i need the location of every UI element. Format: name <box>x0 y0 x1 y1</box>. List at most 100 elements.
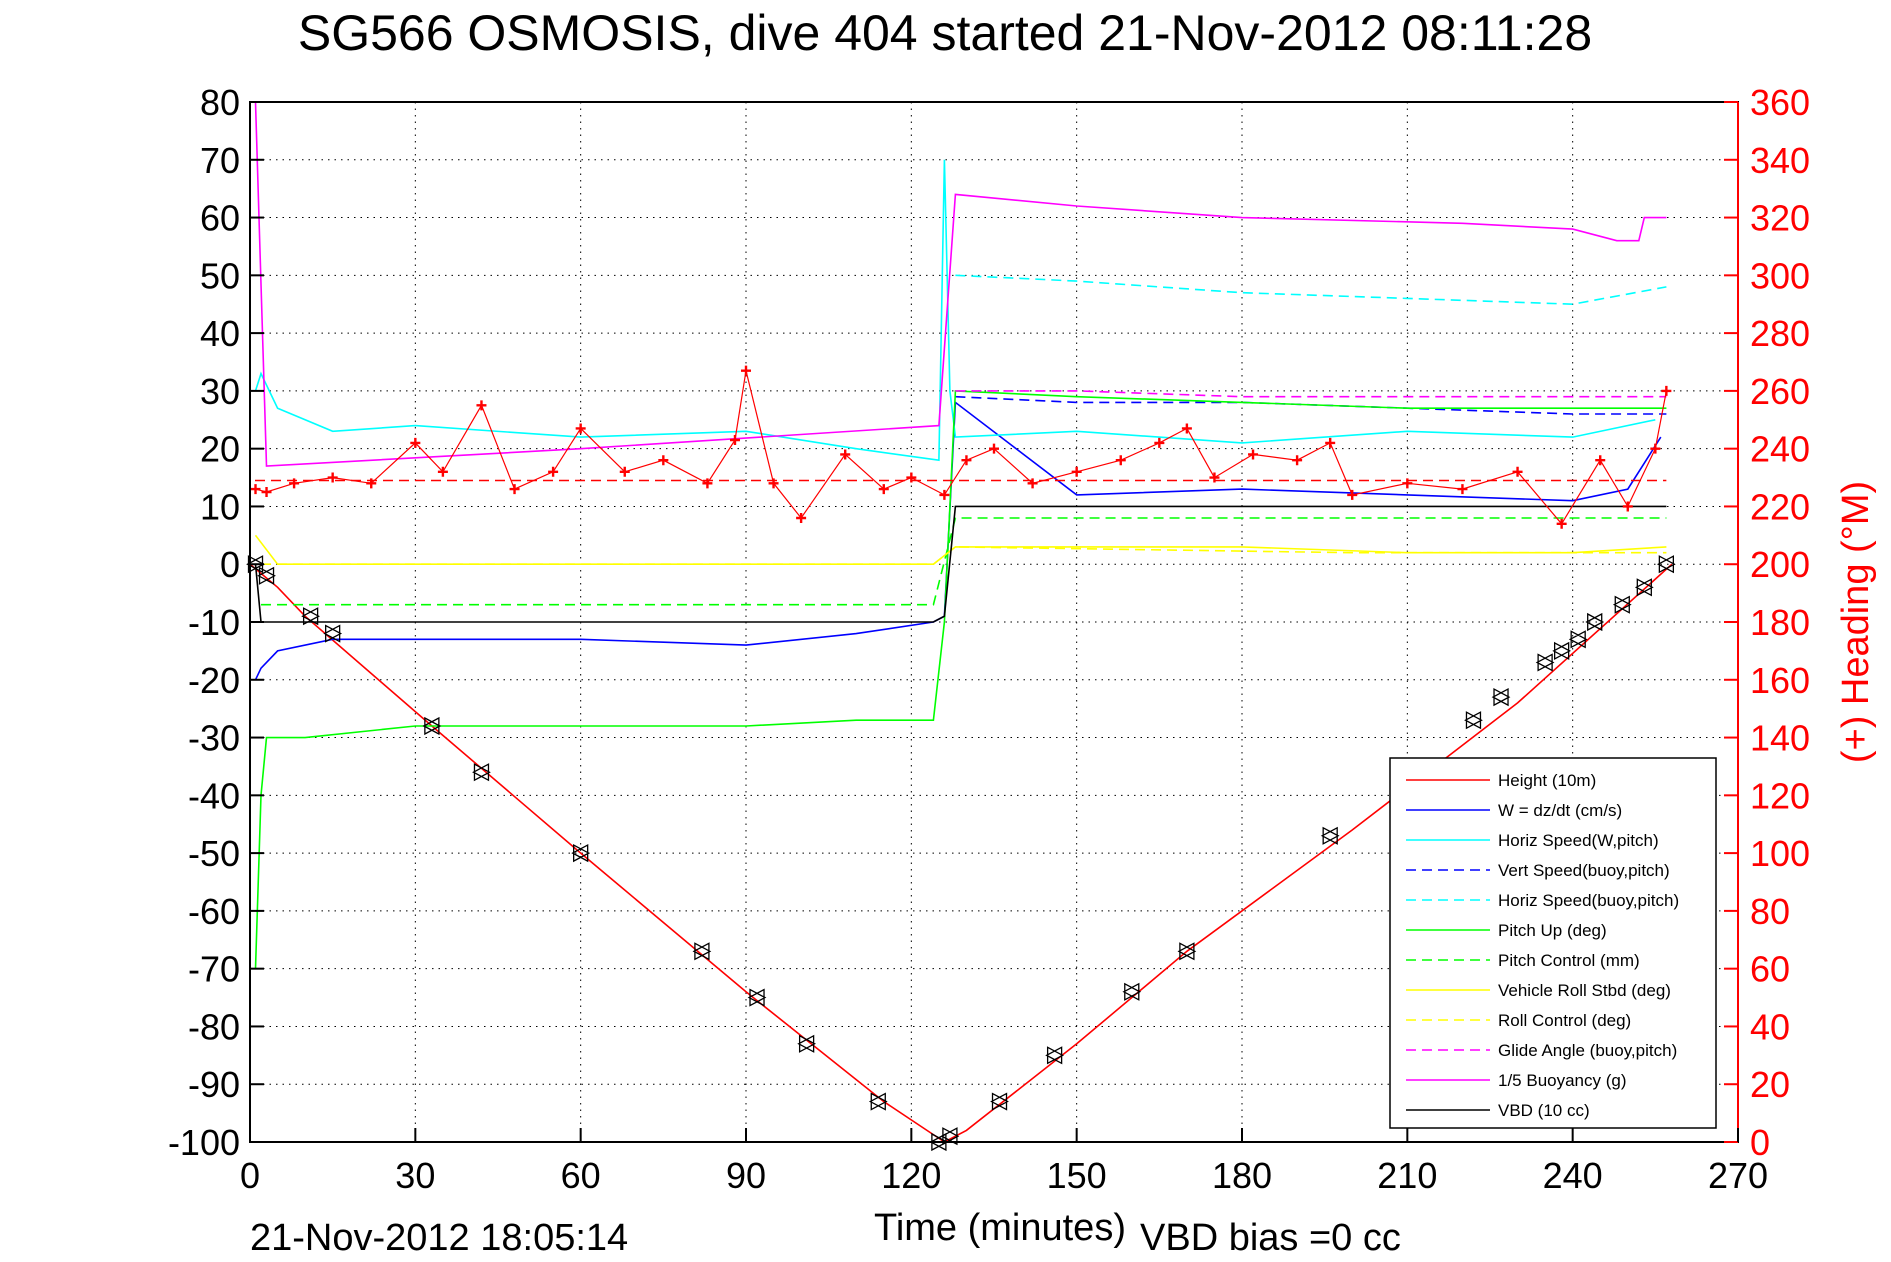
left-tick-label: -80 <box>188 1006 240 1047</box>
legend-label: VBD (10 cc) <box>1498 1101 1590 1120</box>
depth-marker <box>1634 578 1654 597</box>
heading-point <box>878 484 889 495</box>
legend-label: Vehicle Roll Stbd (deg) <box>1498 981 1671 1000</box>
left-tick-label: 40 <box>200 313 240 354</box>
legend-label: 1/5 Buoyancy (g) <box>1498 1071 1627 1090</box>
heading-point <box>1071 466 1082 477</box>
right-axis-label: (+) Heading (°M) <box>1835 481 1877 763</box>
depth-marker <box>1656 555 1676 574</box>
heading-point <box>1325 437 1336 448</box>
heading-point <box>1154 437 1165 448</box>
heading-point <box>1209 472 1220 483</box>
series-line-2 <box>254 159 1656 462</box>
depth-marker <box>1122 982 1142 1001</box>
depth-marker <box>1045 1046 1065 1065</box>
left-axis-ticks: 80 70 60 50 40 30 20 10 0 -10 -20 -30 -40 -50 -60 -70 -8… <box>168 82 264 1163</box>
heading-point <box>1457 484 1468 495</box>
heading-point <box>327 472 338 483</box>
heading-point <box>729 435 740 445</box>
right-tick-label: 60 <box>1750 949 1790 990</box>
heading-point <box>1027 478 1038 489</box>
left-tick-label: 10 <box>200 486 240 527</box>
bottom-tick-label: 270 <box>1708 1155 1768 1196</box>
heading-point <box>1292 455 1303 466</box>
depth-marker <box>940 1127 960 1146</box>
depth-marker <box>1568 630 1588 649</box>
bottom-tick-label: 0 <box>240 1155 260 1196</box>
right-axis-ticks: 3603403203002802602402202001801601401201… <box>1724 82 1810 1163</box>
heading-point <box>289 478 300 489</box>
depth-marker <box>257 566 276 585</box>
depth-marker <box>422 716 442 736</box>
right-tick-label: 280 <box>1750 313 1810 354</box>
heading-point <box>575 423 586 434</box>
heading-point <box>619 466 630 477</box>
right-tick-label: 160 <box>1750 660 1810 701</box>
heading-point <box>437 466 448 477</box>
left-tick-label: -60 <box>188 891 240 932</box>
depth-marker <box>1491 688 1511 707</box>
depth-marker <box>1552 641 1572 660</box>
right-tick-label: 260 <box>1750 371 1810 412</box>
depth-marker <box>692 942 712 961</box>
series-line-10 <box>254 101 1667 467</box>
depth-marker <box>1320 826 1340 845</box>
heading-point <box>1595 455 1606 466</box>
legend-box <box>1389 757 1717 1129</box>
right-tick-label: 80 <box>1750 891 1790 932</box>
heading-point <box>989 443 999 454</box>
left-tick-label: 60 <box>200 198 240 239</box>
right-tick-label: 40 <box>1750 1006 1790 1047</box>
left-tick-label: -70 <box>188 949 240 990</box>
legend-label: Vert Speed(buoy,pitch) <box>1498 861 1670 880</box>
heading-point <box>906 472 917 483</box>
left-tick-label: -50 <box>188 833 240 874</box>
heading-point <box>939 489 950 500</box>
heading-point <box>658 455 669 466</box>
heading-point <box>366 478 377 489</box>
right-tick-label: 180 <box>1750 602 1810 643</box>
bottom-tick-label: 90 <box>726 1155 766 1196</box>
heading-point <box>548 466 559 477</box>
left-tick-label: 50 <box>200 255 240 296</box>
chart-title: SG566 OSMOSIS, dive 404 started 21-Nov-2… <box>298 5 1592 61</box>
depth-marker <box>323 624 343 643</box>
heading-point <box>702 478 713 489</box>
heading-point <box>1650 443 1661 454</box>
left-tick-label: 0 <box>220 544 240 585</box>
heading-point <box>1556 518 1567 529</box>
bottom-tick-label: 150 <box>1047 1155 1107 1196</box>
depth-marker <box>797 1034 817 1053</box>
x-axis-label: Time (minutes) <box>874 1207 1126 1249</box>
depth-marker <box>571 844 591 863</box>
heading-point <box>1248 449 1259 460</box>
heading-point <box>1512 466 1523 477</box>
left-tick-label: -10 <box>188 602 240 643</box>
right-tick-label: 120 <box>1750 775 1810 816</box>
left-tick-label: -100 <box>168 1122 240 1163</box>
right-tick-label: 0 <box>1750 1122 1770 1163</box>
depth-marker <box>747 988 767 1007</box>
heading-point <box>961 455 972 466</box>
bottom-tick-label: 30 <box>395 1155 435 1196</box>
depth-marker <box>990 1092 1009 1111</box>
right-tick-label: 220 <box>1750 486 1810 527</box>
bottom-tick-label: 210 <box>1377 1155 1437 1196</box>
heading-point <box>796 513 807 523</box>
legend-label: Pitch Up (deg) <box>1498 921 1607 940</box>
legend-label: Glide Angle (buoy,pitch) <box>1498 1041 1677 1060</box>
right-tick-label: 140 <box>1750 718 1810 759</box>
heading-point <box>1402 478 1413 489</box>
depth-marker <box>1585 612 1605 632</box>
series-line-9 <box>955 390 1667 398</box>
left-tick-label: 80 <box>200 82 240 123</box>
series-line-11 <box>254 505 1667 623</box>
depth-marker <box>472 763 491 782</box>
left-tick-label: -90 <box>188 1064 240 1105</box>
depth-marker <box>1535 653 1555 672</box>
left-tick-label: 30 <box>200 371 240 412</box>
left-tick-label: -40 <box>188 775 240 816</box>
depth-marker <box>1177 942 1197 961</box>
right-tick-label: 20 <box>1750 1064 1790 1105</box>
